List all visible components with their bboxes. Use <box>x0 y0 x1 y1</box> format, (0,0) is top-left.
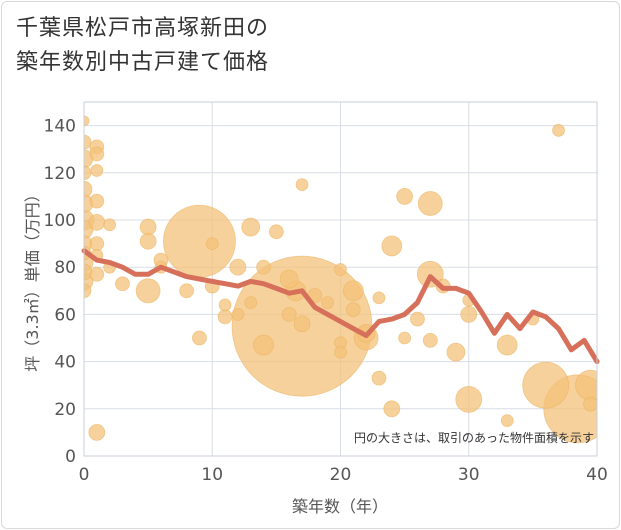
bubble-point-35 <box>205 237 219 251</box>
chart-title-line-1: 千葉県松戸市高塚新田の <box>16 16 270 41</box>
y-axis-title: 坪（3.3㎡）単価（万円） <box>23 186 42 371</box>
bubble-point-55 <box>334 345 347 359</box>
bubble-point-60 <box>372 291 386 305</box>
y-axis-ticks: 0 20 40 60 80 100 120 140 <box>44 117 76 467</box>
bubble-point-31 <box>163 204 236 278</box>
bubble-point-33 <box>179 283 195 299</box>
bubble-point-57 <box>345 302 361 318</box>
chart-title: 千葉県松戸市高塚新田の 築年数別中古戸建て価格 <box>16 12 269 80</box>
bubble-point-64 <box>396 187 414 205</box>
y-tick-label-2: 40 <box>54 353 76 373</box>
y-tick-label-3: 60 <box>54 305 76 325</box>
bubble-point-76 <box>500 414 514 428</box>
bubble-point-18 <box>88 213 106 231</box>
bubble-point-81 <box>575 369 597 401</box>
bubble-point-78 <box>552 123 565 137</box>
bubble-point-27 <box>139 232 157 250</box>
bubble-point-74 <box>455 385 483 413</box>
bubble-point-39 <box>231 307 245 321</box>
x-tick-label-3: 30 <box>458 465 480 485</box>
bubble-point-44 <box>268 224 284 240</box>
bubble-point-19 <box>89 236 105 252</box>
y-tick-label-7: 140 <box>44 117 76 137</box>
bubble-point-32 <box>192 330 207 346</box>
bubble-point-40 <box>241 217 261 237</box>
x-axis-title: 築年数（年） <box>292 497 388 516</box>
x-axis-ticks: 0 10 20 30 40 <box>79 465 608 485</box>
bubble-point-41 <box>244 296 258 310</box>
bubble-point-79 <box>522 361 570 409</box>
bubble-point-23 <box>103 218 117 232</box>
y-tick-label-4: 80 <box>54 258 76 278</box>
bubble-point-13 <box>84 283 92 299</box>
bubble-point-16 <box>90 164 104 177</box>
plot-border <box>83 101 598 457</box>
trend-line <box>81 248 600 365</box>
bubble-point-25 <box>115 276 130 292</box>
bubble-point-75 <box>496 334 518 356</box>
bubble-point-71 <box>446 342 466 362</box>
bubble-point-48 <box>295 178 309 192</box>
bubble-point-61 <box>371 370 387 386</box>
bubble-point-17 <box>89 193 105 209</box>
bubble-point-63 <box>383 400 401 418</box>
bubble-point-4 <box>84 180 93 198</box>
bubble-point-36 <box>218 298 232 312</box>
bubble-point-62 <box>381 235 403 257</box>
bubble-point-21 <box>89 266 105 282</box>
y-tick-label-1: 20 <box>54 400 76 420</box>
bubble-point-73 <box>460 305 478 323</box>
bubble-point-38 <box>229 258 247 276</box>
x-tick-label-1: 10 <box>201 465 223 485</box>
bubble-point-67 <box>417 191 443 216</box>
bubble-point-0 <box>84 115 90 127</box>
x-tick-label-4: 40 <box>586 465 608 485</box>
bubble-point-15 <box>89 146 105 162</box>
bubble-point-1 <box>84 134 92 150</box>
bubble-point-65 <box>398 331 412 345</box>
bubble-point-53 <box>334 263 347 276</box>
bubble-point-66 <box>410 311 425 327</box>
x-tick-label-2: 20 <box>330 465 352 485</box>
bubble-point-26 <box>139 218 157 236</box>
bubble-point-46 <box>281 306 297 322</box>
y-tick-label-5: 100 <box>44 211 76 231</box>
bubble-point-52 <box>321 296 335 310</box>
y-tick-label-0: 0 <box>65 447 76 467</box>
x-tick-label-0: 0 <box>79 465 90 485</box>
bubble-point-69 <box>422 332 438 348</box>
bubble-point-42 <box>256 259 271 275</box>
bubble-point-37 <box>217 309 233 325</box>
bubble-point-22 <box>88 423 106 441</box>
bubble-point-82 <box>583 396 597 412</box>
bubble-point-43 <box>253 334 274 356</box>
bubble-point-56 <box>342 280 364 302</box>
bubble-point-49 <box>293 315 311 333</box>
bubble-layer <box>84 115 597 444</box>
bubble-point-45 <box>279 269 299 289</box>
bubble-size-note: 円の大きさは、取引のあった物件面積を示す <box>354 430 594 445</box>
chart-title-line-2: 築年数別中古戸建て価格 <box>16 50 270 75</box>
bubble-point-28 <box>135 278 161 304</box>
y-tick-label-6: 120 <box>44 164 76 184</box>
